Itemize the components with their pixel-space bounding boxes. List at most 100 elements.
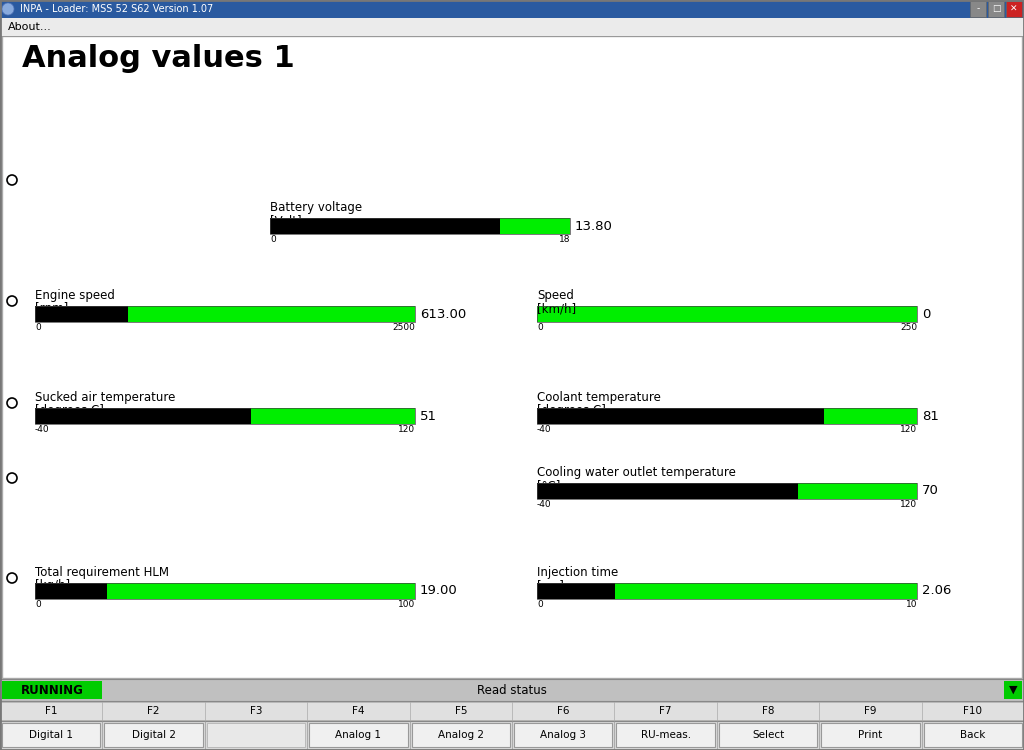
Text: 613.00: 613.00 [420,308,466,320]
Bar [514,723,612,747]
Bar [988,1,1004,17]
Text: F10: F10 [964,706,982,716]
Text: 0: 0 [537,600,543,609]
Text: Digital 2: Digital 2 [132,730,175,740]
Bar [2,723,100,747]
Text: F9: F9 [864,706,877,716]
Text: [degrees C]: [degrees C] [35,404,103,417]
Text: Analog values 1: Analog values 1 [22,44,295,73]
Text: 18: 18 [558,235,570,244]
Text: 250: 250 [900,323,918,332]
Text: 120: 120 [398,425,415,434]
Text: -40: -40 [35,425,49,434]
Text: Sucked air temperature: Sucked air temperature [35,391,175,404]
Text: Engine speed: Engine speed [35,289,115,302]
Circle shape [2,3,14,15]
Bar [35,583,108,599]
Text: □: □ [992,4,1000,13]
Bar [537,306,918,322]
Text: Print: Print [858,730,883,740]
Bar [309,723,408,747]
Bar [35,408,415,424]
Bar [924,723,1022,747]
Text: Read status: Read status [477,683,547,697]
Text: 2.06: 2.06 [922,584,951,598]
Text: [ms]: [ms] [537,579,564,592]
Bar [537,583,918,599]
Text: [km/h]: [km/h] [537,302,577,315]
Bar [0,18,1024,36]
Text: [degrees C]: [degrees C] [537,404,606,417]
Text: F6: F6 [557,706,569,716]
Text: F1: F1 [45,706,57,716]
Text: Select: Select [752,730,784,740]
Text: Analog 3: Analog 3 [541,730,586,740]
Text: 10: 10 [905,600,918,609]
Bar [35,408,251,424]
Text: F3: F3 [250,706,262,716]
Bar [35,583,415,599]
Text: Analog 2: Analog 2 [438,730,483,740]
Bar [537,483,918,499]
Text: Battery voltage: Battery voltage [270,201,362,214]
Bar [2,36,1022,678]
Text: RU-meas.: RU-meas. [641,730,690,740]
Bar [1004,681,1022,699]
Text: 0: 0 [537,323,543,332]
Bar [537,483,918,499]
Bar [970,1,986,17]
Text: 81: 81 [922,410,939,422]
Text: Speed: Speed [537,289,573,302]
Text: F7: F7 [659,706,672,716]
Text: F5: F5 [455,706,467,716]
Bar [412,723,510,747]
Text: [Volt]: [Volt] [270,214,302,227]
Text: 0: 0 [922,308,931,320]
Text: 2500: 2500 [392,323,415,332]
Text: 100: 100 [397,600,415,609]
Text: Digital 1: Digital 1 [30,730,73,740]
Bar [0,0,1024,18]
Text: 120: 120 [900,425,918,434]
Bar [537,408,918,424]
Bar [35,306,128,322]
Text: [rpm]: [rpm] [35,302,69,315]
Bar [2,681,102,699]
Text: F8: F8 [762,706,774,716]
Bar [537,408,824,424]
Text: 0: 0 [270,235,275,244]
Text: Injection time: Injection time [537,566,618,579]
Bar [0,679,1024,701]
Text: [kg/h]: [kg/h] [35,579,70,592]
Text: [°C]: [°C] [537,479,560,492]
Bar [270,218,570,234]
Text: Back: Back [961,730,985,740]
Bar [1006,1,1022,17]
Bar [35,306,415,322]
Text: RUNNING: RUNNING [20,683,83,697]
Bar [719,723,817,747]
Bar [537,408,918,424]
Text: INPA - Loader: MSS 52 S62 Version 1.07: INPA - Loader: MSS 52 S62 Version 1.07 [20,4,213,14]
Text: 70: 70 [922,484,939,497]
Bar [537,583,918,599]
Text: About...: About... [8,22,52,32]
Bar [537,306,918,322]
Bar [537,483,799,499]
Text: 19.00: 19.00 [420,584,458,598]
Bar [207,723,305,747]
Text: F4: F4 [352,706,365,716]
Text: 120: 120 [900,500,918,509]
Text: 51: 51 [420,410,437,422]
Bar [104,723,203,747]
Text: Total requirement HLM: Total requirement HLM [35,566,169,579]
Text: Cooling water outlet temperature: Cooling water outlet temperature [537,466,736,479]
Text: Analog 1: Analog 1 [336,730,381,740]
Bar [35,408,415,424]
Bar [35,583,415,599]
Bar [537,583,615,599]
Bar [821,723,920,747]
Bar [270,218,500,234]
Bar [0,721,1024,749]
Text: -: - [976,4,980,13]
